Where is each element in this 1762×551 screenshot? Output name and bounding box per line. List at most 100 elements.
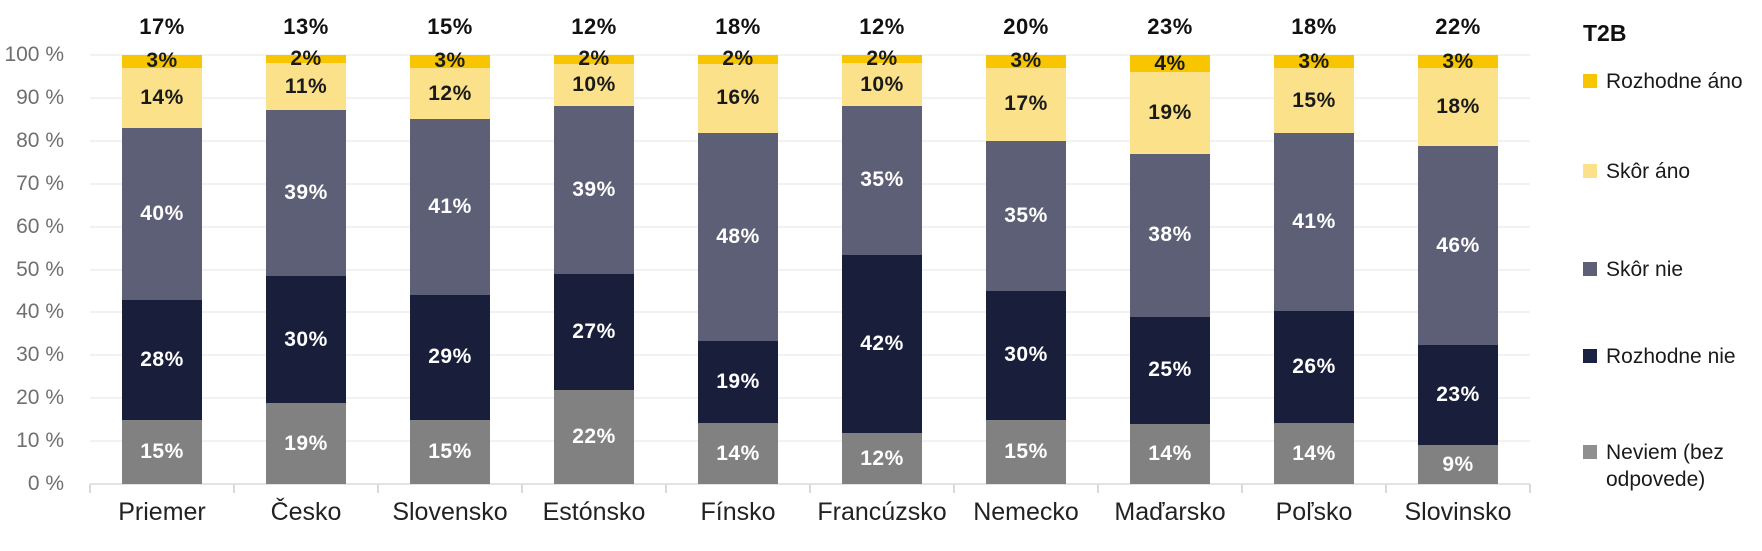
bar-segment-value: 22% — [572, 424, 616, 448]
bar-segment-value: 25% — [1148, 358, 1192, 382]
bar-segment: 3% — [122, 49, 202, 72]
bar-segment: 26% — [1274, 310, 1354, 424]
bar-segment-value: 39% — [572, 178, 616, 202]
gridline-10 — [90, 440, 1530, 443]
bar-segment: 27% — [554, 273, 634, 390]
bar-segment-value: 3% — [434, 49, 466, 73]
legend-swatch-icon — [1583, 445, 1597, 459]
x-axis-category-label: Slovinsko — [1404, 498, 1512, 526]
bar-segment-value: 42% — [860, 331, 904, 355]
bar-segment-value: 11% — [284, 74, 328, 98]
bar-segment: 35% — [842, 105, 922, 255]
x-axis-category-label: Poľsko — [1275, 498, 1353, 526]
bar-segment-value: 14% — [716, 441, 760, 465]
bar-segment: 23% — [1418, 345, 1498, 445]
bar-segment-value: 41% — [428, 195, 472, 219]
bar-segment-value: 3% — [146, 49, 178, 73]
bar-segment-value: 40% — [140, 201, 184, 225]
bar-segment-value: 30% — [284, 327, 328, 351]
t2b-value: 23% — [1147, 14, 1193, 39]
legend-item: Skôr áno — [1583, 158, 1758, 185]
bar-segment-value: 35% — [1004, 203, 1048, 227]
bar-segment-value: 2% — [578, 47, 610, 71]
bar-segment: 41% — [1274, 133, 1354, 311]
bar-segment: 3% — [1418, 50, 1498, 73]
bar-segment: 14% — [1274, 423, 1354, 484]
x-axis-tick — [89, 484, 91, 493]
bar-segment-value: 30% — [1004, 343, 1048, 367]
bar-segment: 3% — [1274, 50, 1354, 73]
bar-segment: 14% — [122, 67, 202, 128]
y-axis-tick-label: 60 % — [16, 214, 64, 238]
y-axis-tick-label: 100 % — [4, 43, 64, 66]
legend-label: Neviem (bez odpovede) — [1606, 441, 1724, 491]
legend-item: Skôr nie — [1583, 256, 1758, 283]
x-axis-category-label: Maďarsko — [1114, 498, 1226, 526]
x-axis-category-label: Slovensko — [392, 498, 508, 526]
bar-segment: 2% — [266, 47, 346, 70]
bar-segment: 3% — [410, 49, 490, 72]
bar-segment-value: 12% — [860, 446, 904, 470]
x-axis-tick — [521, 484, 523, 493]
x-axis-tick — [1097, 484, 1099, 493]
x-axis-category-label: Priemer — [118, 498, 206, 526]
bar-segment: 40% — [122, 127, 202, 300]
bar-segment: 30% — [986, 290, 1066, 420]
bar-segment-value: 46% — [1436, 233, 1480, 257]
bar-segment: 14% — [698, 423, 778, 484]
y-axis-tick-label: 10 % — [16, 429, 64, 453]
x-axis-category-label: Česko — [270, 498, 342, 526]
y-axis-tick-label: 20 % — [16, 386, 64, 410]
bar-segment-value: 2% — [722, 47, 754, 71]
bar-segment: 19% — [698, 341, 778, 424]
legend-title-t2b: T2B — [1583, 20, 1627, 46]
bar-segment: 2% — [554, 47, 634, 70]
bar-segment: 15% — [1274, 68, 1354, 133]
bar-segment-value: 27% — [572, 319, 616, 343]
bar-segment: 12% — [842, 433, 922, 484]
legend-swatch-icon — [1583, 74, 1597, 88]
x-axis-tick — [377, 484, 379, 493]
legend-label: Skôr áno — [1606, 160, 1691, 183]
y-axis-tick-label: 40 % — [16, 300, 64, 324]
t2b-value: 18% — [1291, 14, 1337, 39]
bar-segment: 18% — [1418, 68, 1498, 146]
t2b-value: 15% — [427, 14, 473, 39]
legend-item: Neviem (bez odpovede) — [1583, 439, 1758, 493]
legend-label: Rozhodne nie — [1606, 345, 1736, 368]
bar-segment: 17% — [986, 67, 1066, 141]
bar-segment: 25% — [1130, 316, 1210, 424]
bar-segment-value: 28% — [140, 347, 184, 371]
bar-segment-value: 15% — [1292, 88, 1336, 112]
t2b-value: 18% — [715, 14, 761, 39]
bar-segment: 30% — [266, 275, 346, 404]
bar-segment: 22% — [554, 389, 634, 484]
gridline-100 — [90, 54, 1530, 56]
bar-segment: 4% — [1130, 52, 1210, 75]
bar-segment: 41% — [410, 119, 490, 296]
bar-segment-value: 12% — [428, 81, 472, 105]
y-axis-tick-label: 90 % — [16, 85, 64, 109]
bar-segment-value: 2% — [290, 47, 322, 71]
bar-segment-value: 10% — [572, 73, 616, 97]
bar-segment-value: 23% — [1436, 383, 1480, 407]
legend-label: Rozhodne áno — [1606, 70, 1743, 93]
y-axis-tick-label: 80 % — [16, 128, 64, 152]
x-axis-category-label: Estónsko — [542, 498, 646, 526]
bar-segment: 3% — [986, 49, 1066, 72]
bar-segment-value: 35% — [860, 168, 904, 192]
bar-segment-value: 19% — [284, 431, 328, 455]
bar-segment: 39% — [266, 110, 346, 276]
x-axis-tick — [809, 484, 811, 493]
bar-segment: 39% — [554, 106, 634, 274]
gridline-50 — [90, 268, 1530, 271]
bar-segment-value: 48% — [716, 225, 760, 248]
bar-segment-value: 14% — [1148, 441, 1192, 465]
legend-swatch-icon — [1583, 164, 1597, 178]
bar-segment-value: 14% — [1292, 441, 1336, 465]
bar-segment-value: 4% — [1154, 51, 1186, 75]
bar-segment: 12% — [410, 67, 490, 120]
y-axis-tick-label: 50 % — [16, 257, 64, 281]
bar-segment: 46% — [1418, 146, 1498, 346]
